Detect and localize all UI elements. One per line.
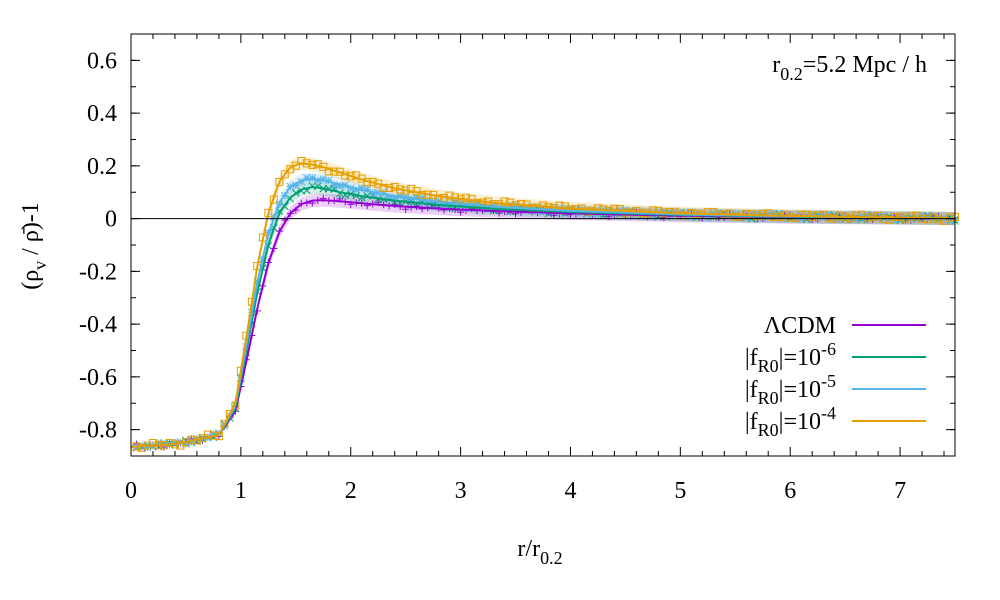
legend-label: |fR0|=10-5 bbox=[745, 371, 836, 408]
asterisk-marker bbox=[473, 199, 481, 208]
asterisk-marker bbox=[412, 193, 421, 202]
square-marker bbox=[137, 443, 146, 452]
asterisk-marker bbox=[187, 438, 196, 446]
legend-label-main: |f bbox=[745, 409, 758, 435]
asterisk-marker bbox=[511, 202, 520, 210]
plot-frame bbox=[130, 33, 956, 457]
y-axis-title: (ρv / ρ̄)-1 bbox=[18, 202, 50, 290]
tick-labels: 0 1 2 3 4 5 6 7 -0.8 -0.6 -0.4 -0.2 0 0.2 0.4 0.6 bbox=[79, 48, 906, 504]
square-marker bbox=[445, 191, 454, 200]
y-tick-label: 0.2 bbox=[87, 154, 117, 180]
x-tick-label: 7 bbox=[894, 478, 906, 504]
x-tick-label: 4 bbox=[564, 478, 576, 504]
legend-label-superscript: -4 bbox=[821, 403, 836, 423]
legend-label-superscript: -6 bbox=[821, 339, 836, 359]
asterisk-marker bbox=[423, 197, 432, 206]
asterisk-marker bbox=[879, 212, 888, 221]
asterisk-marker bbox=[335, 181, 344, 190]
legend: ΛCDM|fR0|=10-6|fR0|=10-5|fR0|=10-4 bbox=[745, 313, 926, 440]
scale-annotation: r0.2=5.2 Mpc / h bbox=[772, 52, 927, 84]
series-lines bbox=[130, 162, 955, 448]
square-marker bbox=[324, 167, 333, 176]
legend-label-subscript: R0 bbox=[758, 420, 779, 440]
asterisk-marker bbox=[863, 211, 871, 219]
square-marker bbox=[907, 212, 916, 221]
asterisk-marker bbox=[182, 440, 190, 449]
legend-label-subscript: R0 bbox=[758, 388, 779, 408]
asterisk-marker bbox=[291, 181, 300, 190]
y-tick-label: 0 bbox=[105, 207, 117, 233]
square-marker bbox=[407, 184, 416, 193]
asterisk-marker bbox=[451, 198, 459, 206]
asterisk-marker bbox=[302, 174, 311, 182]
asterisk-marker bbox=[929, 215, 937, 224]
axis-ticks bbox=[130, 33, 955, 457]
asterisk-marker bbox=[209, 429, 218, 438]
legend-label-subscript: R0 bbox=[758, 356, 779, 376]
scale-annotation-rest: =5.2 Mpc / h bbox=[803, 52, 927, 78]
asterisk-marker bbox=[808, 211, 817, 219]
x-axis-title-subscript: 0.2 bbox=[540, 548, 563, 568]
legend-label-tail: |=10 bbox=[779, 345, 821, 371]
legend-label-tail: |=10 bbox=[779, 409, 821, 435]
asterisk-marker bbox=[330, 181, 339, 189]
y-tick-label: 0.6 bbox=[87, 48, 117, 74]
legend-label: |fR0|=10-4 bbox=[745, 403, 836, 440]
square-marker bbox=[275, 177, 284, 186]
legend-label: ΛCDM bbox=[764, 313, 836, 339]
square-marker bbox=[462, 193, 471, 202]
square-marker bbox=[506, 198, 515, 207]
asterisk-marker bbox=[352, 185, 361, 194]
x-tick-label: 3 bbox=[455, 478, 467, 504]
x-tick-label: 0 bbox=[125, 478, 137, 504]
asterisk-marker bbox=[363, 185, 372, 194]
asterisk-marker bbox=[171, 439, 179, 447]
x-tick-label: 5 bbox=[674, 478, 686, 504]
y-axis-title-subscript: v bbox=[30, 261, 50, 270]
asterisk-marker bbox=[528, 203, 536, 212]
y-tick-label: 0.4 bbox=[87, 101, 117, 127]
asterisk-marker bbox=[385, 193, 394, 202]
scale-annotation-subscript: 0.2 bbox=[780, 64, 803, 84]
asterisk-marker bbox=[440, 200, 448, 208]
asterisk-marker bbox=[308, 174, 317, 182]
square-marker bbox=[473, 198, 482, 207]
y-tick-label: -0.4 bbox=[79, 312, 117, 338]
asterisk-marker bbox=[467, 199, 476, 208]
y-tick-label: -0.6 bbox=[79, 365, 117, 391]
asterisk-marker bbox=[154, 439, 163, 447]
series-line bbox=[130, 162, 955, 448]
legend-label-main: ΛCDM bbox=[764, 313, 836, 339]
asterisk-marker bbox=[714, 208, 723, 217]
square-marker bbox=[148, 438, 157, 447]
square-marker bbox=[940, 216, 949, 225]
legend-label-main: |f bbox=[745, 377, 758, 403]
x-tick-label: 6 bbox=[784, 478, 796, 504]
asterisk-marker bbox=[143, 443, 152, 452]
y-axis-title-rest: / ρ̄)-1 bbox=[18, 202, 44, 261]
asterisk-marker bbox=[160, 439, 168, 448]
y-tick-label: -0.8 bbox=[79, 418, 117, 444]
asterisk-marker bbox=[390, 194, 399, 202]
square-marker bbox=[555, 201, 564, 210]
legend-label-superscript: -5 bbox=[821, 371, 836, 391]
square-marker bbox=[885, 215, 894, 224]
asterisk-marker bbox=[324, 176, 333, 185]
x-tick-label: 2 bbox=[345, 478, 357, 504]
legend-label-main: |f bbox=[745, 345, 758, 371]
x-axis-title: r/r0.2 bbox=[517, 536, 562, 568]
square-marker bbox=[874, 212, 883, 221]
asterisk-marker bbox=[357, 184, 366, 192]
legend-label-tail: |=10 bbox=[779, 377, 821, 403]
square-marker bbox=[165, 439, 174, 448]
y-tick-label: -0.2 bbox=[79, 259, 117, 285]
asterisk-marker bbox=[297, 177, 306, 186]
asterisk-marker bbox=[319, 175, 328, 183]
x-tick-label: 1 bbox=[235, 478, 247, 504]
square-marker bbox=[280, 170, 289, 179]
square-marker bbox=[500, 197, 509, 206]
legend-label: |fR0|=10-6 bbox=[745, 339, 836, 376]
